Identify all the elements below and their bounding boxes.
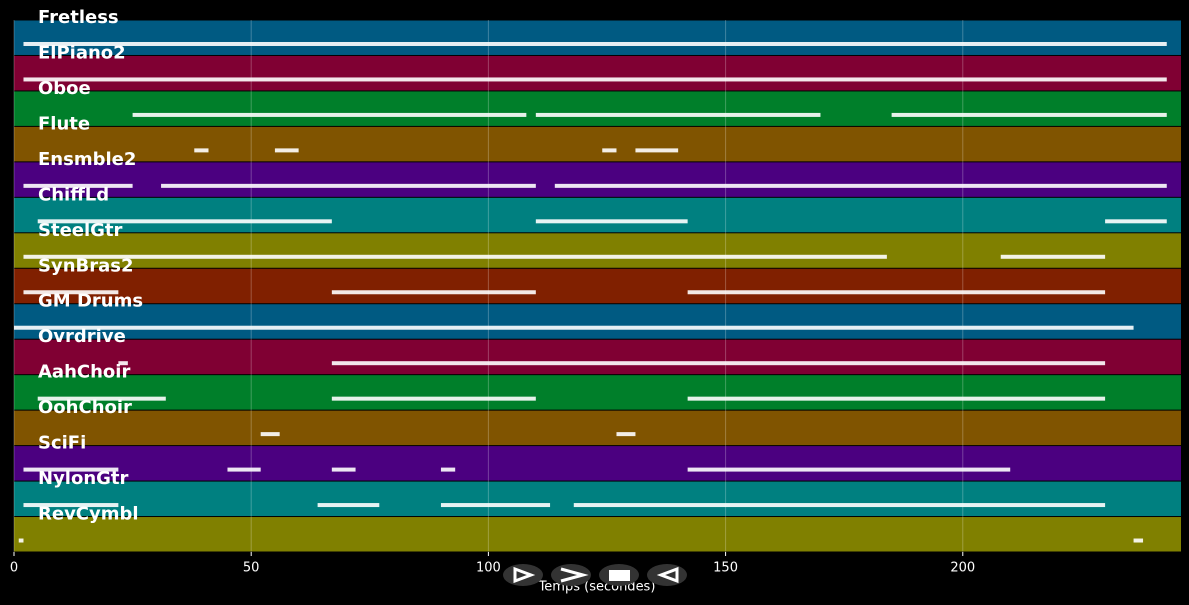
track-band [14, 410, 1181, 446]
note-run [573, 503, 1106, 508]
back-button[interactable] [647, 564, 687, 586]
note-run [14, 325, 1134, 330]
tracks: 0 50 100 150 200 Fretless ElPiano2 Oboe Flute Ens… [10, 7, 1181, 576]
track-label: SynBras2 [38, 255, 134, 276]
note-run [440, 503, 551, 508]
track-label: AahChoir [38, 362, 130, 383]
note-run [535, 112, 821, 117]
track-band [14, 517, 1181, 552]
track-band [14, 268, 1181, 304]
note-run [23, 41, 1167, 46]
track-label: Fretless [38, 7, 119, 28]
track-band [14, 91, 1181, 126]
track-band [14, 20, 1181, 55]
track-band [14, 162, 1181, 197]
note-run [23, 77, 1167, 82]
track-label: Ovrdrive [38, 326, 126, 347]
track-label: Oboe [38, 78, 91, 99]
track-band [14, 304, 1181, 339]
track-label: SciFi [38, 433, 86, 454]
note-run [23, 290, 119, 295]
note-run [1105, 219, 1167, 224]
note-run [331, 361, 1106, 366]
track-band [14, 55, 1181, 91]
note-run [554, 183, 1167, 188]
note-run [331, 467, 356, 472]
note-run [23, 467, 119, 472]
note-run [227, 467, 261, 472]
note-run [317, 503, 380, 508]
x-tick-label: 150 [713, 561, 738, 576]
note-run [616, 432, 636, 437]
note-run [132, 112, 527, 117]
track-band [14, 233, 1181, 268]
x-tick-label: 200 [950, 561, 975, 576]
note-run [194, 148, 209, 153]
track-label: NylonGtr [38, 468, 129, 489]
x-tick-label: 0 [10, 561, 18, 576]
transport-controls [503, 564, 687, 586]
note-run [535, 219, 688, 224]
forward-button[interactable] [551, 564, 591, 586]
note-run [260, 432, 280, 437]
note-run [274, 148, 299, 153]
note-run [23, 503, 119, 508]
track-band [14, 481, 1181, 517]
track-label: Flute [38, 113, 90, 134]
note-run [602, 148, 617, 153]
track-label: ChiffLd [38, 184, 109, 205]
note-run [687, 396, 1106, 401]
play-button[interactable] [503, 564, 543, 586]
note-run [23, 254, 887, 259]
note-run [1000, 254, 1106, 259]
note-run [891, 112, 1167, 117]
note-run [23, 183, 133, 188]
track-band [14, 375, 1181, 410]
note-run [37, 219, 332, 224]
track-band [14, 446, 1181, 481]
note-run [331, 396, 536, 401]
track-label: ElPiano2 [38, 42, 126, 63]
x-tick-label: 100 [476, 561, 501, 576]
note-run [118, 361, 128, 366]
track-label: SteelGtr [38, 220, 123, 241]
note-run [687, 290, 1106, 295]
track-band [14, 126, 1181, 162]
track-label: Ensmble2 [38, 149, 136, 170]
note-run [161, 183, 536, 188]
note-run [1133, 538, 1144, 543]
note-run [37, 396, 166, 401]
track-label: RevCymbl [38, 504, 139, 525]
stop-button[interactable] [599, 564, 639, 586]
track-label: GM Drums [38, 291, 143, 312]
note-run [440, 467, 456, 472]
note-run [18, 538, 24, 543]
track-band [14, 197, 1181, 233]
note-run [331, 290, 536, 295]
x-tick-label: 50 [243, 561, 260, 576]
track-band [14, 339, 1181, 375]
track-label: OohChoir [38, 397, 132, 418]
note-run [635, 148, 679, 153]
note-run [687, 467, 1011, 472]
